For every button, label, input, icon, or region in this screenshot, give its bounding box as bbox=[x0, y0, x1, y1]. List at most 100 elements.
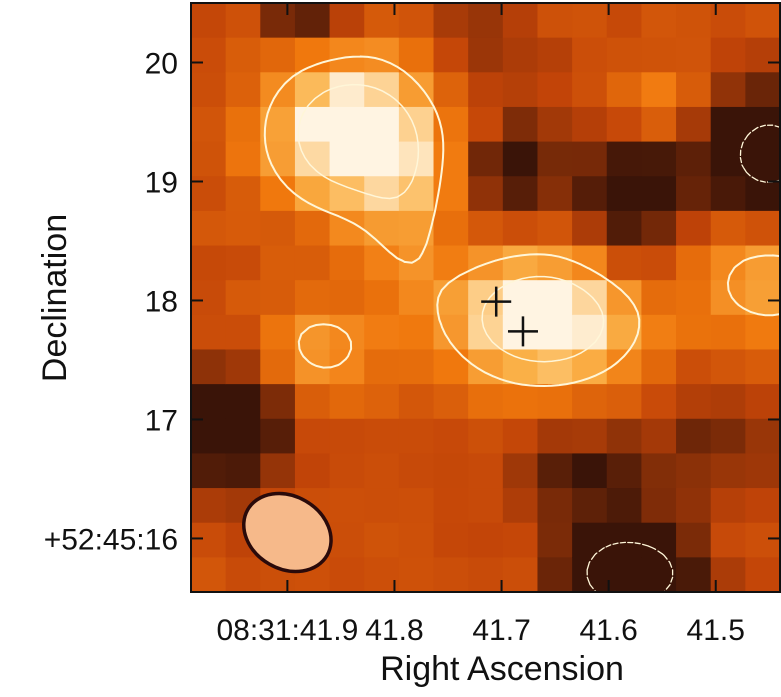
map-cell bbox=[468, 349, 504, 385]
map-cell bbox=[745, 3, 780, 39]
map-cell bbox=[364, 176, 400, 212]
map-cell bbox=[676, 245, 712, 281]
map-cell bbox=[260, 349, 296, 385]
y-tick-label: 18 bbox=[145, 285, 178, 318]
y-axis: 20 19 18 17 +52:45:16 bbox=[44, 47, 780, 556]
map-cell bbox=[641, 522, 677, 558]
map-cell bbox=[537, 557, 573, 592]
map-cell bbox=[537, 522, 573, 558]
map-cell bbox=[641, 245, 677, 281]
map-cell bbox=[398, 418, 435, 455]
map-cell bbox=[502, 453, 539, 489]
map-cell bbox=[468, 557, 504, 592]
map-cell bbox=[398, 522, 435, 558]
map-cell bbox=[329, 522, 365, 558]
map-cell bbox=[225, 37, 261, 73]
map-cell bbox=[225, 245, 261, 281]
map-cell bbox=[433, 557, 469, 592]
map-cell bbox=[398, 141, 435, 177]
map-cell bbox=[191, 245, 227, 281]
map-cell bbox=[294, 314, 331, 351]
map-cell bbox=[502, 384, 539, 420]
map-cell bbox=[572, 3, 608, 39]
map-cell bbox=[468, 488, 504, 524]
map-cell bbox=[676, 141, 712, 177]
map-cell bbox=[329, 210, 365, 247]
map-cell bbox=[745, 488, 780, 524]
map-cell bbox=[537, 453, 573, 489]
map-cell bbox=[294, 245, 331, 281]
map-cell bbox=[364, 349, 400, 385]
map-cell bbox=[468, 280, 504, 316]
source-cross-marker bbox=[481, 286, 512, 317]
map-cell bbox=[329, 488, 365, 524]
map-cell bbox=[710, 210, 746, 247]
map-cell bbox=[191, 488, 227, 524]
map-cell bbox=[572, 141, 608, 177]
map-cell bbox=[641, 106, 677, 143]
map-cell bbox=[502, 141, 539, 177]
map-cell bbox=[260, 210, 296, 247]
map-cell bbox=[191, 210, 227, 247]
map-cell bbox=[572, 176, 608, 212]
map-cell bbox=[468, 106, 504, 143]
map-cell bbox=[329, 453, 365, 489]
map-cell bbox=[606, 176, 643, 212]
map-cell bbox=[294, 3, 331, 39]
map-cell bbox=[676, 349, 712, 385]
map-cell bbox=[641, 176, 677, 212]
plot-frame bbox=[190, 2, 781, 593]
map-cell bbox=[191, 453, 227, 489]
beam-ellipse-shape bbox=[242, 491, 333, 574]
map-cell bbox=[502, 176, 539, 212]
map-cell bbox=[710, 72, 746, 108]
map-cell bbox=[398, 349, 435, 385]
map-cell bbox=[537, 141, 573, 177]
map-cell bbox=[606, 314, 643, 351]
map-cell bbox=[364, 384, 400, 420]
map-cell bbox=[191, 37, 227, 73]
map-cell bbox=[710, 176, 746, 212]
map-cell bbox=[329, 280, 365, 316]
map-cell bbox=[676, 418, 712, 455]
map-cell bbox=[329, 384, 365, 420]
y-axis-title: Declination bbox=[36, 214, 74, 382]
map-cell bbox=[572, 72, 608, 108]
map-cell bbox=[537, 384, 573, 420]
map-cell bbox=[433, 522, 469, 558]
map-cell bbox=[641, 488, 677, 524]
map-cell bbox=[260, 314, 296, 351]
map-cell bbox=[191, 3, 227, 39]
map-cell bbox=[225, 210, 261, 247]
map-cell bbox=[676, 488, 712, 524]
map-cell bbox=[329, 557, 365, 592]
map-cell bbox=[398, 453, 435, 489]
map-cell bbox=[225, 280, 261, 316]
map-cell bbox=[676, 522, 712, 558]
map-cell bbox=[537, 72, 573, 108]
map-cell bbox=[606, 384, 643, 420]
map-cell bbox=[398, 314, 435, 351]
map-cell bbox=[260, 384, 296, 420]
map-cell bbox=[641, 72, 677, 108]
map-cell bbox=[745, 245, 780, 281]
map-cell bbox=[502, 37, 539, 73]
map-cell bbox=[572, 453, 608, 489]
map-cell bbox=[572, 418, 608, 455]
negative-contour bbox=[586, 124, 780, 592]
map-cell bbox=[364, 314, 400, 351]
map-cell bbox=[468, 210, 504, 247]
map-cell bbox=[260, 280, 296, 316]
map-cell bbox=[225, 106, 261, 143]
map-cell bbox=[191, 384, 227, 420]
map-cell bbox=[433, 141, 469, 177]
map-cell bbox=[225, 176, 261, 212]
map-cell bbox=[398, 488, 435, 524]
map-cell bbox=[398, 557, 435, 592]
map-cell bbox=[294, 176, 331, 212]
map-cell bbox=[537, 210, 573, 247]
positive-contour bbox=[263, 55, 780, 387]
x-tick-label: 41.5 bbox=[687, 614, 745, 647]
map-cell bbox=[294, 453, 331, 489]
map-cell bbox=[572, 384, 608, 420]
